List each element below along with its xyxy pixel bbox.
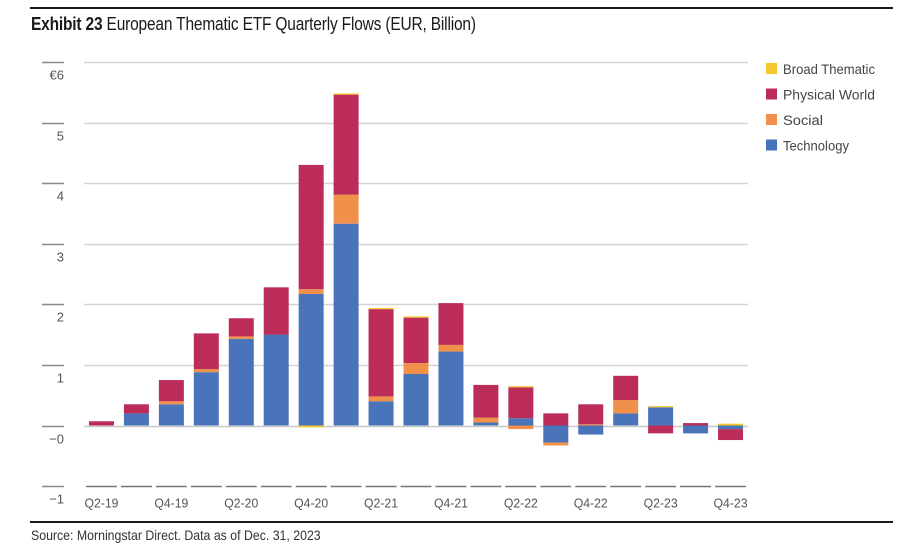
legend-label: Broad Thematic (783, 62, 875, 77)
bars (88, 93, 744, 446)
bar-broad-thematic (508, 386, 534, 388)
bar-physical-world (718, 429, 744, 441)
legend-label: Technology (783, 139, 849, 154)
bar-broad-thematic (403, 316, 429, 318)
bar-social (193, 369, 219, 373)
bar-physical-world (403, 317, 429, 364)
bar-physical-world (578, 404, 604, 425)
legend: Broad Thematic Physical World Social Techno… (766, 62, 875, 154)
bar-broad-thematic (333, 93, 359, 95)
legend-label: Social (783, 113, 823, 128)
bar-physical-world (438, 303, 464, 345)
chart-title: Exhibit 23 European Thematic ETF Quarter… (31, 14, 476, 35)
bar-social (508, 425, 534, 430)
bar-social (473, 417, 499, 423)
exhibit-label: Exhibit 23 (31, 14, 103, 34)
bar-physical-world (123, 404, 149, 414)
title-text: European Thematic ETF Quarterly Flows (E… (106, 14, 476, 34)
bar-technology (368, 401, 394, 426)
bar-physical-world (473, 384, 499, 418)
legend-swatch (766, 139, 777, 151)
bar-technology (473, 422, 499, 426)
bar-broad-thematic (298, 425, 324, 428)
bar-technology (333, 223, 359, 426)
y-tick-label: −1 (49, 492, 64, 507)
x-tick-label: Q4-23 (714, 496, 748, 511)
bar-technology (263, 334, 289, 426)
x-axis: Q2-19 Q4-19 Q2-20 Q4-20 Q2-21 Q4-21 Q2-22 Q4-22… (84, 485, 748, 511)
bar-technology (578, 425, 604, 435)
y-tick-label: −0 (49, 432, 64, 447)
bar-physical-world (193, 333, 219, 370)
x-tick-label: Q2-21 (364, 496, 398, 511)
bar-broad-thematic (368, 307, 394, 310)
x-tick-label: Q2-19 (84, 496, 118, 511)
bar-physical-world (648, 425, 674, 434)
x-tick-label: Q4-19 (154, 496, 188, 511)
bar-social (368, 396, 394, 402)
bar-physical-world (333, 94, 359, 195)
x-tick-label: Q4-20 (294, 496, 328, 511)
bar-technology (438, 351, 464, 426)
source-note: Source: Morningstar Direct. Data as of D… (31, 527, 321, 543)
bar-physical-world (228, 318, 254, 337)
bar-social (228, 336, 254, 339)
legend-swatch (766, 88, 777, 100)
bar-technology (718, 425, 744, 430)
legend-swatch (766, 114, 777, 125)
x-tick-label: Q2-22 (504, 496, 538, 511)
bar-technology (648, 407, 674, 426)
bottom-rule (30, 521, 893, 523)
y-tick-label: 1 (57, 371, 64, 386)
bar-social (403, 363, 429, 374)
bar-physical-world (158, 380, 184, 402)
y-axis-ticks: −1 −0 1 2 3 4 5 €6 (42, 61, 64, 507)
bar-social (613, 400, 639, 414)
y-tick-label: 5 (57, 129, 64, 144)
bar-physical-world (613, 375, 639, 401)
y-tick-label: 2 (57, 310, 64, 325)
bar-physical-world (508, 387, 534, 419)
bar-technology (158, 404, 184, 426)
bar-broad-thematic (648, 406, 674, 408)
bar-physical-world (368, 309, 394, 397)
bar-physical-world (88, 421, 114, 426)
x-tick-label: Q2-23 (644, 496, 678, 511)
bar-social (578, 424, 604, 426)
bar-technology (683, 425, 709, 434)
bar-technology (193, 372, 219, 426)
legend-label: Physical World (783, 88, 875, 103)
bar-social (158, 401, 184, 405)
bar-physical-world (298, 164, 324, 290)
bar-physical-world (263, 287, 289, 335)
x-tick-label: Q4-22 (574, 496, 608, 511)
bar-broad-thematic (718, 423, 744, 426)
bar-physical-world (543, 413, 569, 426)
bar-technology (403, 373, 429, 426)
x-tick-label: Q2-20 (224, 496, 258, 511)
bar-technology (543, 425, 569, 443)
bar-technology (298, 293, 324, 426)
bar-technology (613, 413, 639, 426)
y-tick-label: 3 (57, 250, 64, 265)
bar-technology (508, 418, 534, 426)
bar-social (333, 194, 359, 224)
y-tick-label: €6 (50, 68, 64, 83)
top-rule (30, 7, 893, 9)
bar-social (438, 344, 464, 352)
bar-technology (228, 338, 254, 426)
bar-physical-world (683, 423, 709, 426)
x-tick-label: Q4-21 (434, 496, 468, 511)
bar-technology (123, 413, 149, 426)
bar-social (298, 289, 324, 294)
bar-social (543, 442, 569, 446)
legend-swatch (766, 63, 777, 74)
y-tick-label: 4 (57, 189, 64, 204)
